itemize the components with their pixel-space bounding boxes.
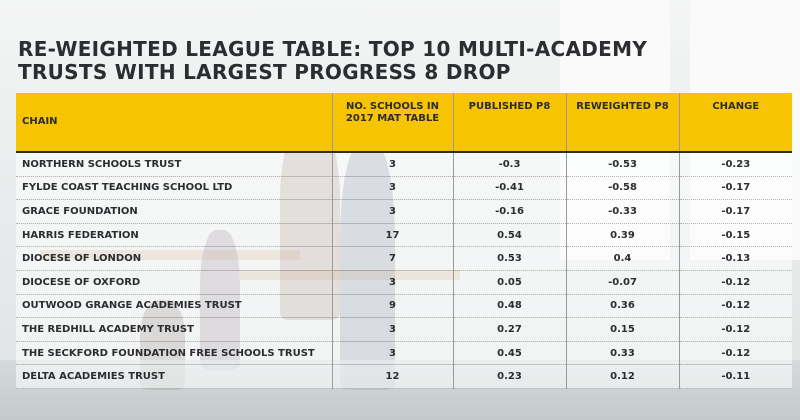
reweighted-p8-cell: 0.12: [565, 364, 679, 389]
chain-cell: DIOCESE OF OXFORD: [16, 270, 332, 295]
schools-cell: 3: [331, 341, 453, 366]
table-row: GRACE FOUNDATION 3 -0.16 -0.33 -0.17: [16, 199, 792, 224]
change-cell: -0.17: [678, 176, 792, 201]
chain-cell: GRACE FOUNDATION: [16, 199, 332, 224]
chain-cell: DELTA ACADEMIES TRUST: [16, 364, 332, 389]
reweighted-p8-cell: -0.07: [565, 270, 679, 295]
table-row: HARRIS FEDERATION 17 0.54 0.39 -0.15: [16, 223, 792, 248]
chain-cell: FYLDE COAST TEACHING SCHOOL LTD: [16, 176, 332, 201]
schools-cell: 3: [331, 270, 453, 295]
table-row: DIOCESE OF OXFORD 3 0.05 -0.07 -0.12: [16, 270, 792, 295]
schools-cell: 9: [331, 294, 453, 319]
column-header-schools: NO. SCHOOLS IN 2017 MAT TABLE: [331, 93, 453, 152]
column-header-chain: CHAIN: [16, 93, 332, 152]
reweighted-p8-cell: 0.4: [565, 246, 679, 271]
reweighted-p8-cell: 0.15: [565, 317, 679, 342]
published-p8-cell: 0.45: [452, 341, 566, 366]
title-line-1: RE-WEIGHTED LEAGUE TABLE: TOP 10 MULTI-A…: [18, 37, 648, 61]
table-row: OUTWOOD GRANGE ACADEMIES TRUST 9 0.48 0.36-…: [16, 294, 792, 319]
table-row: DELTA ACADEMIES TRUST 12 0.23 0.12 -0.11: [16, 364, 792, 389]
published-p8-cell: 0.27: [452, 317, 566, 342]
published-p8-cell: 0.53: [452, 246, 566, 271]
title-line-2: TRUSTS WITH LARGEST PROGRESS 8 DROP: [18, 60, 511, 84]
chain-cell: NORTHERN SCHOOLS TRUST: [16, 150, 332, 177]
table-row: FYLDE COAST TEACHING SCHOOL LTD 3 -0.41 -0.…: [16, 176, 792, 201]
column-header-change: CHANGE: [678, 93, 792, 152]
table-row: THE REDHILL ACADEMY TRUST 3 0.27 0.15 -0.12: [16, 317, 792, 342]
schools-cell: 7: [331, 246, 453, 271]
column-header-published-p8: PUBLISHED P8: [452, 93, 566, 152]
change-cell: -0.15: [678, 223, 792, 248]
published-p8-cell: -0.16: [452, 199, 566, 224]
reweighted-p8-cell: 0.39: [565, 223, 679, 248]
change-cell: -0.12: [678, 317, 792, 342]
schools-cell: 17: [331, 223, 453, 248]
table-row: DIOCESE OF LONDON 7 0.53 0.4 -0.13: [16, 246, 792, 271]
table-row: NORTHERN SCHOOLS TRUST 3 -0.3 -0.53 -0.23: [16, 150, 792, 177]
schools-cell: 3: [331, 199, 453, 224]
change-cell: -0.17: [678, 199, 792, 224]
chain-cell: THE REDHILL ACADEMY TRUST: [16, 317, 332, 342]
schools-cell: 3: [331, 176, 453, 201]
published-p8-cell: -0.41: [452, 176, 566, 201]
change-cell: -0.12: [678, 341, 792, 366]
schools-cell: 3: [331, 317, 453, 342]
schools-cell: 3: [331, 150, 453, 177]
chain-cell: THE SECKFORD FOUNDATION FREE SCHOOLS TRU…: [16, 341, 332, 366]
chain-cell: OUTWOOD GRANGE ACADEMIES TRUST: [16, 294, 332, 319]
column-header-reweighted-p8: REWEIGHTED P8: [565, 93, 679, 152]
chain-cell: DIOCESE OF LONDON: [16, 246, 332, 271]
published-p8-cell: 0.48: [452, 294, 566, 319]
published-p8-cell: 0.05: [452, 270, 566, 295]
reweighted-p8-cell: 0.33: [565, 341, 679, 366]
change-cell: -0.13: [678, 246, 792, 271]
schools-cell: 12: [331, 364, 453, 389]
reweighted-p8-cell: -0.53: [565, 150, 679, 177]
chain-cell: HARRIS FEDERATION: [16, 223, 332, 248]
published-p8-cell: 0.23: [452, 364, 566, 389]
reweighted-p8-cell: -0.33: [565, 199, 679, 224]
table-body: NORTHERN SCHOOLS TRUST 3 -0.3 -0.53 -0.23 FYL…: [16, 150, 792, 389]
change-cell: -0.12: [678, 294, 792, 319]
reweighted-p8-cell: 0.36: [565, 294, 679, 319]
published-p8-cell: -0.3: [452, 150, 566, 177]
published-p8-cell: 0.54: [452, 223, 566, 248]
change-cell: -0.12: [678, 270, 792, 295]
table-header-row: CHAIN NO. SCHOOLS IN 2017 MAT TABLE PUBL…: [16, 93, 792, 152]
change-cell: -0.23: [678, 150, 792, 177]
league-table: CHAIN NO. SCHOOLS IN 2017 MAT TABLE PUBL…: [16, 93, 792, 389]
reweighted-p8-cell: -0.58: [565, 176, 679, 201]
page-title: RE-WEIGHTED LEAGUE TABLE: TOP 10 MULTI-A…: [18, 38, 718, 84]
table-row: THE SECKFORD FOUNDATION FREE SCHOOLS TRU…: [16, 341, 792, 366]
change-cell: -0.11: [678, 364, 792, 389]
